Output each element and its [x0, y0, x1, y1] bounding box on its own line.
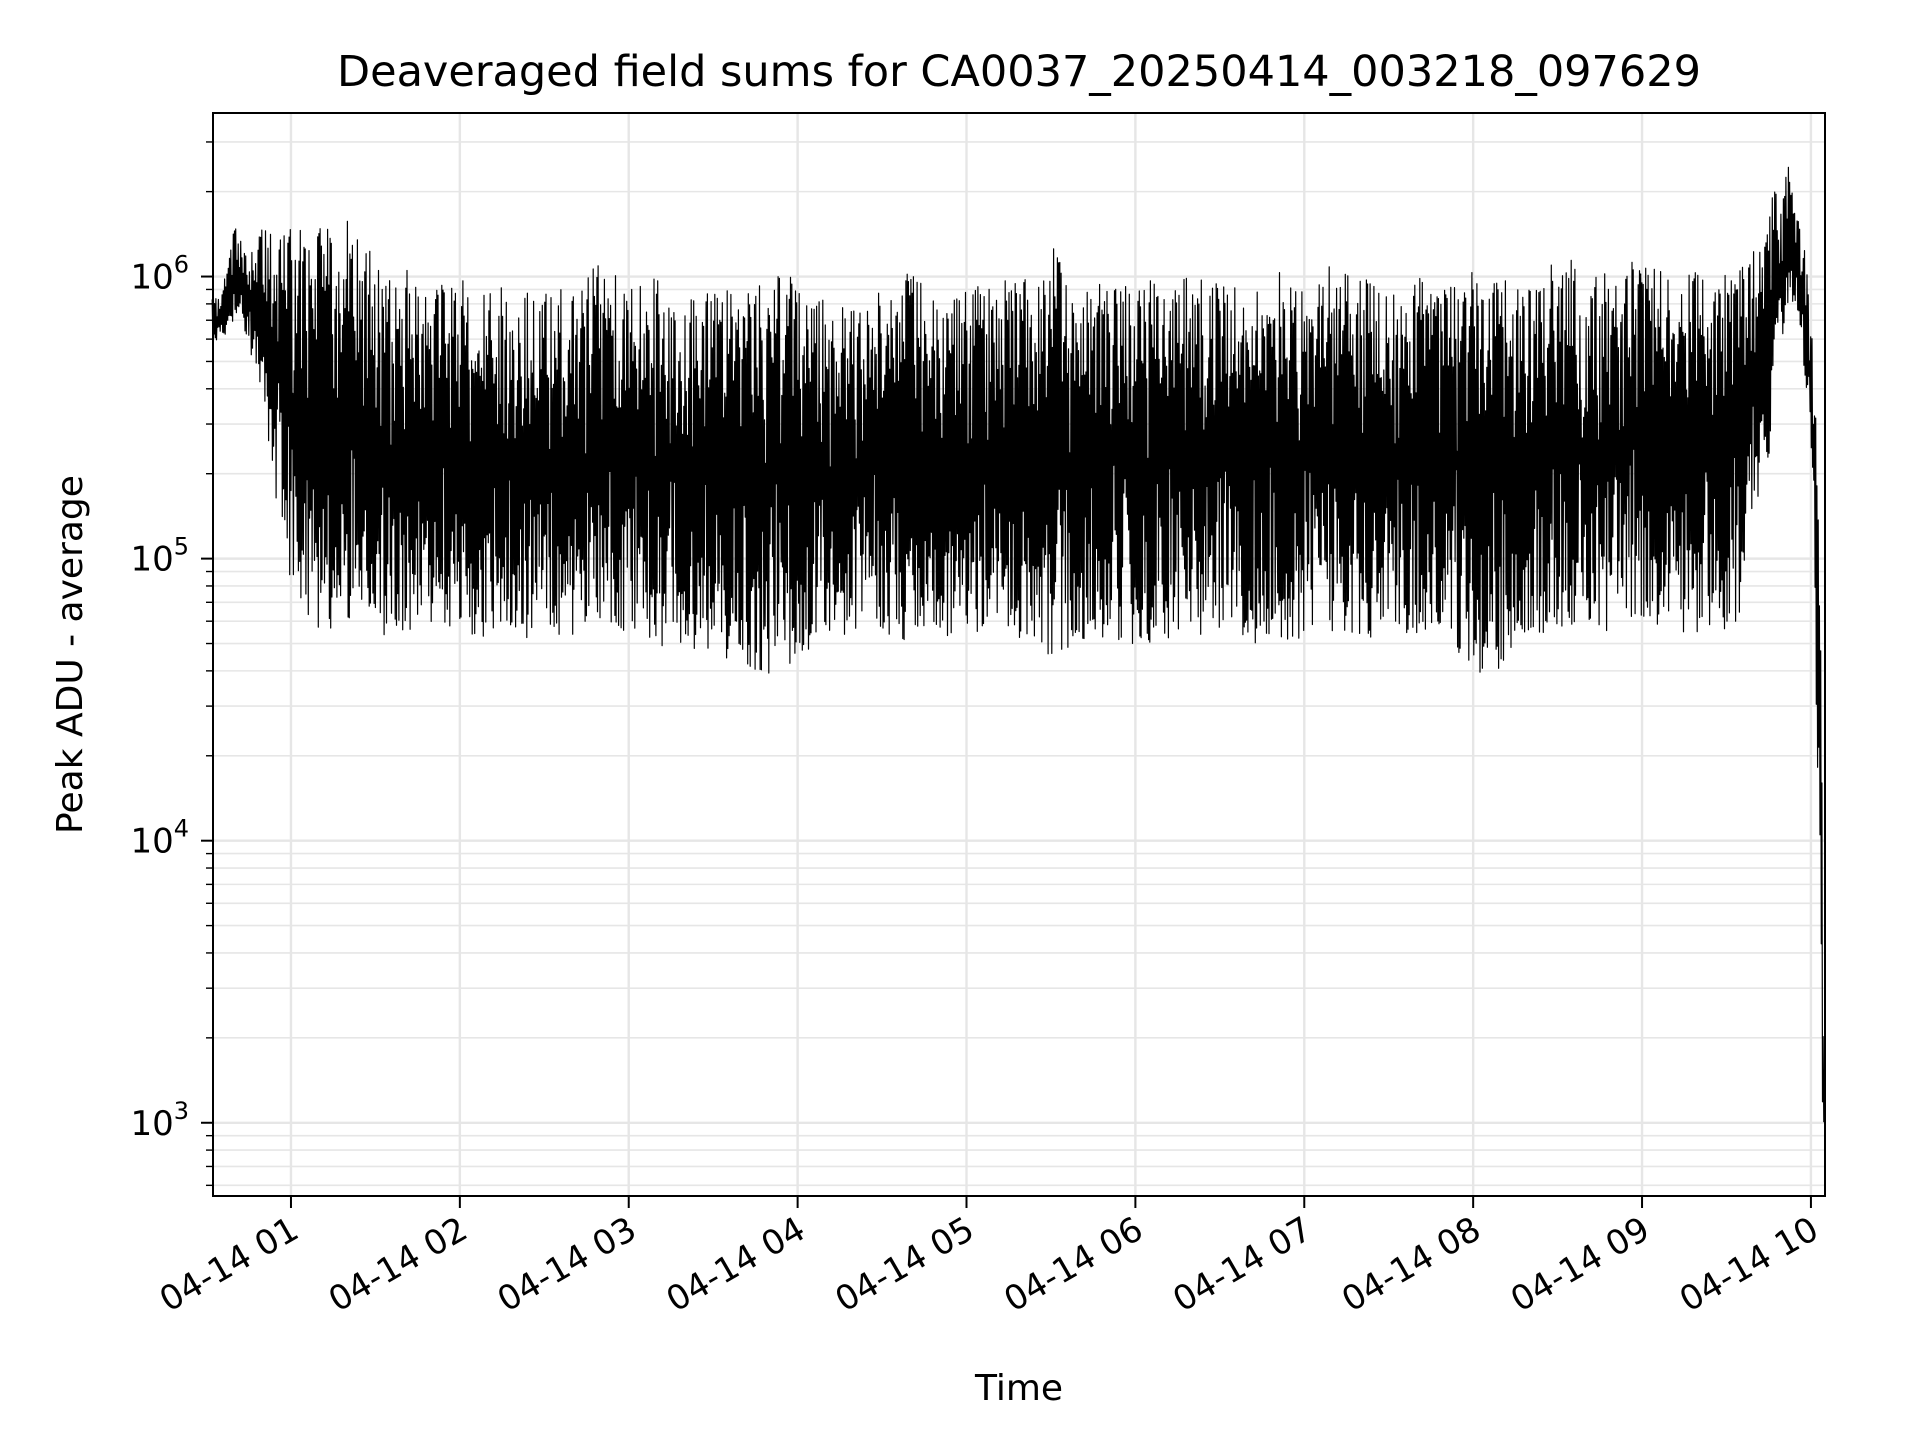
y-tick-label-base: 10	[130, 1104, 173, 1144]
chart-title: Deaveraged field sums for CA0037_2025041…	[337, 47, 1701, 97]
y-tick-label: 105	[130, 533, 189, 580]
y-tick-label-exponent: 5	[174, 533, 189, 561]
plot-frame	[212, 112, 1826, 1197]
y-axis-label: Peak ADU - average	[50, 475, 91, 834]
y-tick-label-base: 10	[130, 540, 173, 580]
y-tick-label-exponent: 4	[174, 815, 189, 843]
y-tick-label-base: 10	[130, 822, 173, 862]
y-tick-label-exponent: 3	[174, 1097, 189, 1125]
y-tick-label-exponent: 6	[174, 251, 189, 279]
y-tick-label: 104	[130, 815, 189, 862]
y-tick-label: 106	[130, 251, 189, 298]
data-layer	[211, 166, 1826, 1144]
y-tick-label: 103	[130, 1097, 189, 1144]
y-tick-label-base: 10	[130, 258, 173, 298]
data-series-line	[211, 166, 1826, 1144]
x-axis-label: Time	[974, 1368, 1063, 1409]
